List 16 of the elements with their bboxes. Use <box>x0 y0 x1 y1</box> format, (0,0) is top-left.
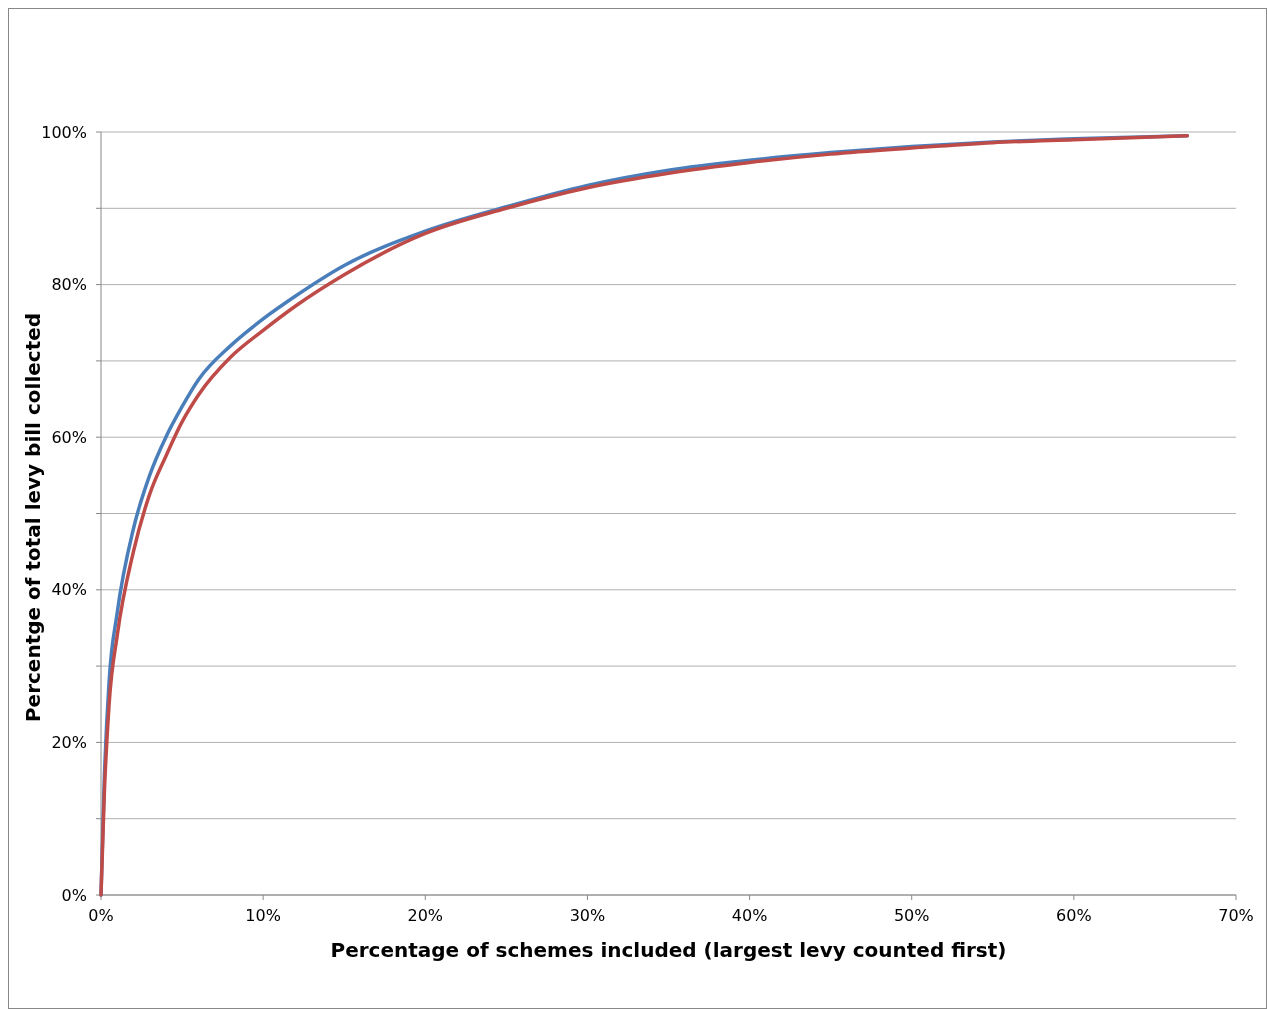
x-tick-label: 70% <box>1218 906 1254 925</box>
x-tick-label: 0% <box>88 906 114 925</box>
y-tick-label: 20% <box>51 733 87 752</box>
x-tick-label: 40% <box>731 906 768 925</box>
y-tick-label: 60% <box>51 427 87 447</box>
y-tick-label: 80% <box>51 275 87 295</box>
x-tick-label: 60% <box>1056 906 1092 925</box>
y-tick-label: 40% <box>51 580 87 600</box>
x-axis-title: Percentage of schemes included (largest levy counted first) <box>330 938 1007 962</box>
y-tick-label: 100% <box>41 122 87 142</box>
x-tick-label: 10% <box>245 906 281 925</box>
x-tick-label: 30% <box>569 906 606 925</box>
x-tick-label: 20% <box>407 906 444 925</box>
y-tick-label: 0% <box>61 885 87 905</box>
y-axis-title: Percentge of total levy bill collected <box>21 312 45 723</box>
x-tick-label: 50% <box>893 906 930 925</box>
